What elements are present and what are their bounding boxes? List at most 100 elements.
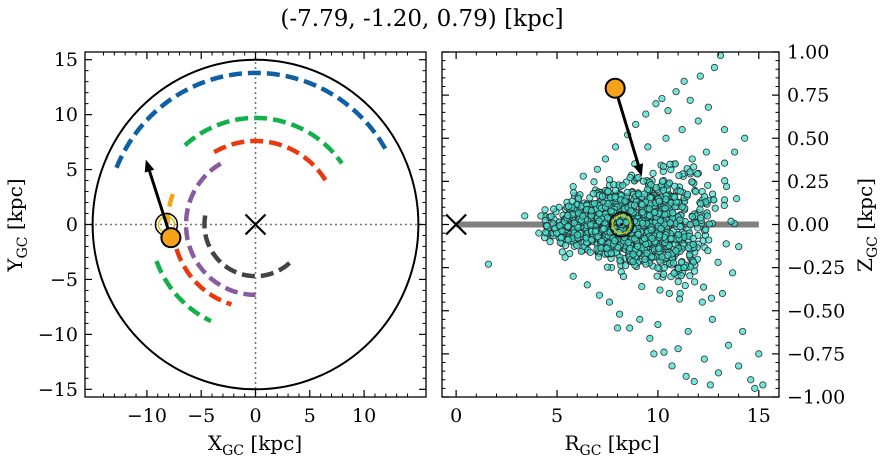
star-point (537, 212, 545, 220)
star-point (688, 178, 696, 186)
star-point (688, 213, 696, 221)
spiral-arm-3 (213, 138, 329, 184)
star-point (634, 173, 642, 182)
star-point (623, 188, 631, 196)
star-point (751, 384, 759, 392)
star-point (587, 207, 596, 215)
star-point (686, 168, 694, 176)
star-point (569, 182, 577, 191)
star-point (681, 282, 689, 290)
star-point (692, 188, 700, 196)
galactic-plane-panel: −10 −5 0 5 10 −15 −10 −5 0 5 10 15 XGC [kpc] YGC [k… (3, 49, 427, 459)
y-tick-label: −0.75 (787, 343, 845, 365)
x-tick-label: 10 (646, 405, 670, 427)
star-point (683, 190, 692, 198)
y-tick-label: −0.25 (787, 257, 845, 279)
star-point (718, 289, 727, 298)
star-point (614, 243, 622, 252)
star-point (627, 207, 635, 215)
star-point (651, 208, 659, 217)
star-point (674, 231, 682, 239)
star-point (639, 219, 647, 227)
star-point (595, 291, 604, 299)
star-point (611, 193, 619, 201)
x-tick-label: 5 (304, 405, 316, 427)
sun-marker (608, 211, 635, 238)
star-point (712, 163, 721, 172)
star-point (484, 260, 493, 268)
star-point (613, 324, 622, 332)
star-point (570, 189, 578, 197)
spiral-arm-4 (174, 248, 233, 307)
star-point (666, 160, 674, 168)
star-point (667, 234, 675, 243)
star-point (693, 170, 701, 178)
star-point (703, 212, 711, 220)
star-point (664, 251, 672, 259)
star-point (607, 249, 615, 257)
star-point (666, 219, 674, 227)
star-point (705, 220, 713, 228)
star-point (648, 253, 656, 261)
star-point (629, 257, 637, 266)
star-point (598, 192, 606, 201)
star-point (656, 286, 664, 294)
y-tick-label: −1.00 (787, 387, 845, 409)
star-point (603, 263, 611, 271)
star-point (564, 236, 572, 244)
star-point (626, 324, 634, 332)
star-point (638, 282, 646, 291)
star-point (621, 197, 629, 205)
star-point (542, 228, 550, 237)
star-point (669, 209, 677, 217)
star-point (741, 134, 749, 142)
star-point (759, 381, 767, 389)
star-point (543, 222, 551, 230)
star-point (680, 263, 688, 272)
star-point (573, 241, 581, 249)
star-point (708, 315, 717, 323)
velocity-arrow-head (144, 159, 155, 173)
star-point (621, 262, 630, 270)
star-point (720, 126, 729, 134)
star-point (694, 117, 702, 125)
star-point (699, 283, 708, 291)
star-point (574, 231, 582, 239)
star-point (665, 179, 674, 187)
star-point (605, 298, 614, 306)
y-tick-label: −15 (38, 379, 78, 401)
x-tick-label: −5 (187, 405, 215, 427)
star-point (661, 210, 669, 219)
star-point (632, 120, 640, 129)
star-point (642, 110, 650, 118)
spiral-arm-5 (165, 193, 175, 225)
star-point (668, 362, 676, 370)
star-point (658, 177, 666, 185)
spiral-arm-1 (183, 115, 344, 165)
star-point (670, 269, 678, 277)
star-point (649, 169, 657, 177)
star-point (710, 196, 718, 204)
star-point (685, 251, 694, 259)
y-tick-label: 1.00 (787, 42, 829, 64)
star-point (634, 230, 642, 239)
meridional-plane-panel: 0 5 10 15 −1.00 −0.75 −0.50 −0.25 0.00 0.25 0.50 0.… (441, 42, 881, 459)
star-point (603, 214, 612, 222)
star-point (672, 247, 680, 255)
star-point (604, 187, 612, 195)
star-point (611, 237, 619, 245)
galactic-center-marker (445, 213, 467, 236)
star-point (566, 250, 574, 258)
star-point (564, 211, 572, 220)
star-point (676, 187, 684, 196)
y-tick-label: 10 (54, 104, 78, 126)
star-point (688, 155, 696, 163)
star-point (704, 103, 712, 111)
y-tick-label: 15 (54, 49, 78, 71)
y-tick-label: −5 (50, 269, 78, 291)
star-point (650, 350, 658, 358)
star-point (607, 207, 615, 215)
star-point (643, 249, 651, 257)
star-point (654, 320, 662, 329)
star-point (619, 181, 627, 189)
